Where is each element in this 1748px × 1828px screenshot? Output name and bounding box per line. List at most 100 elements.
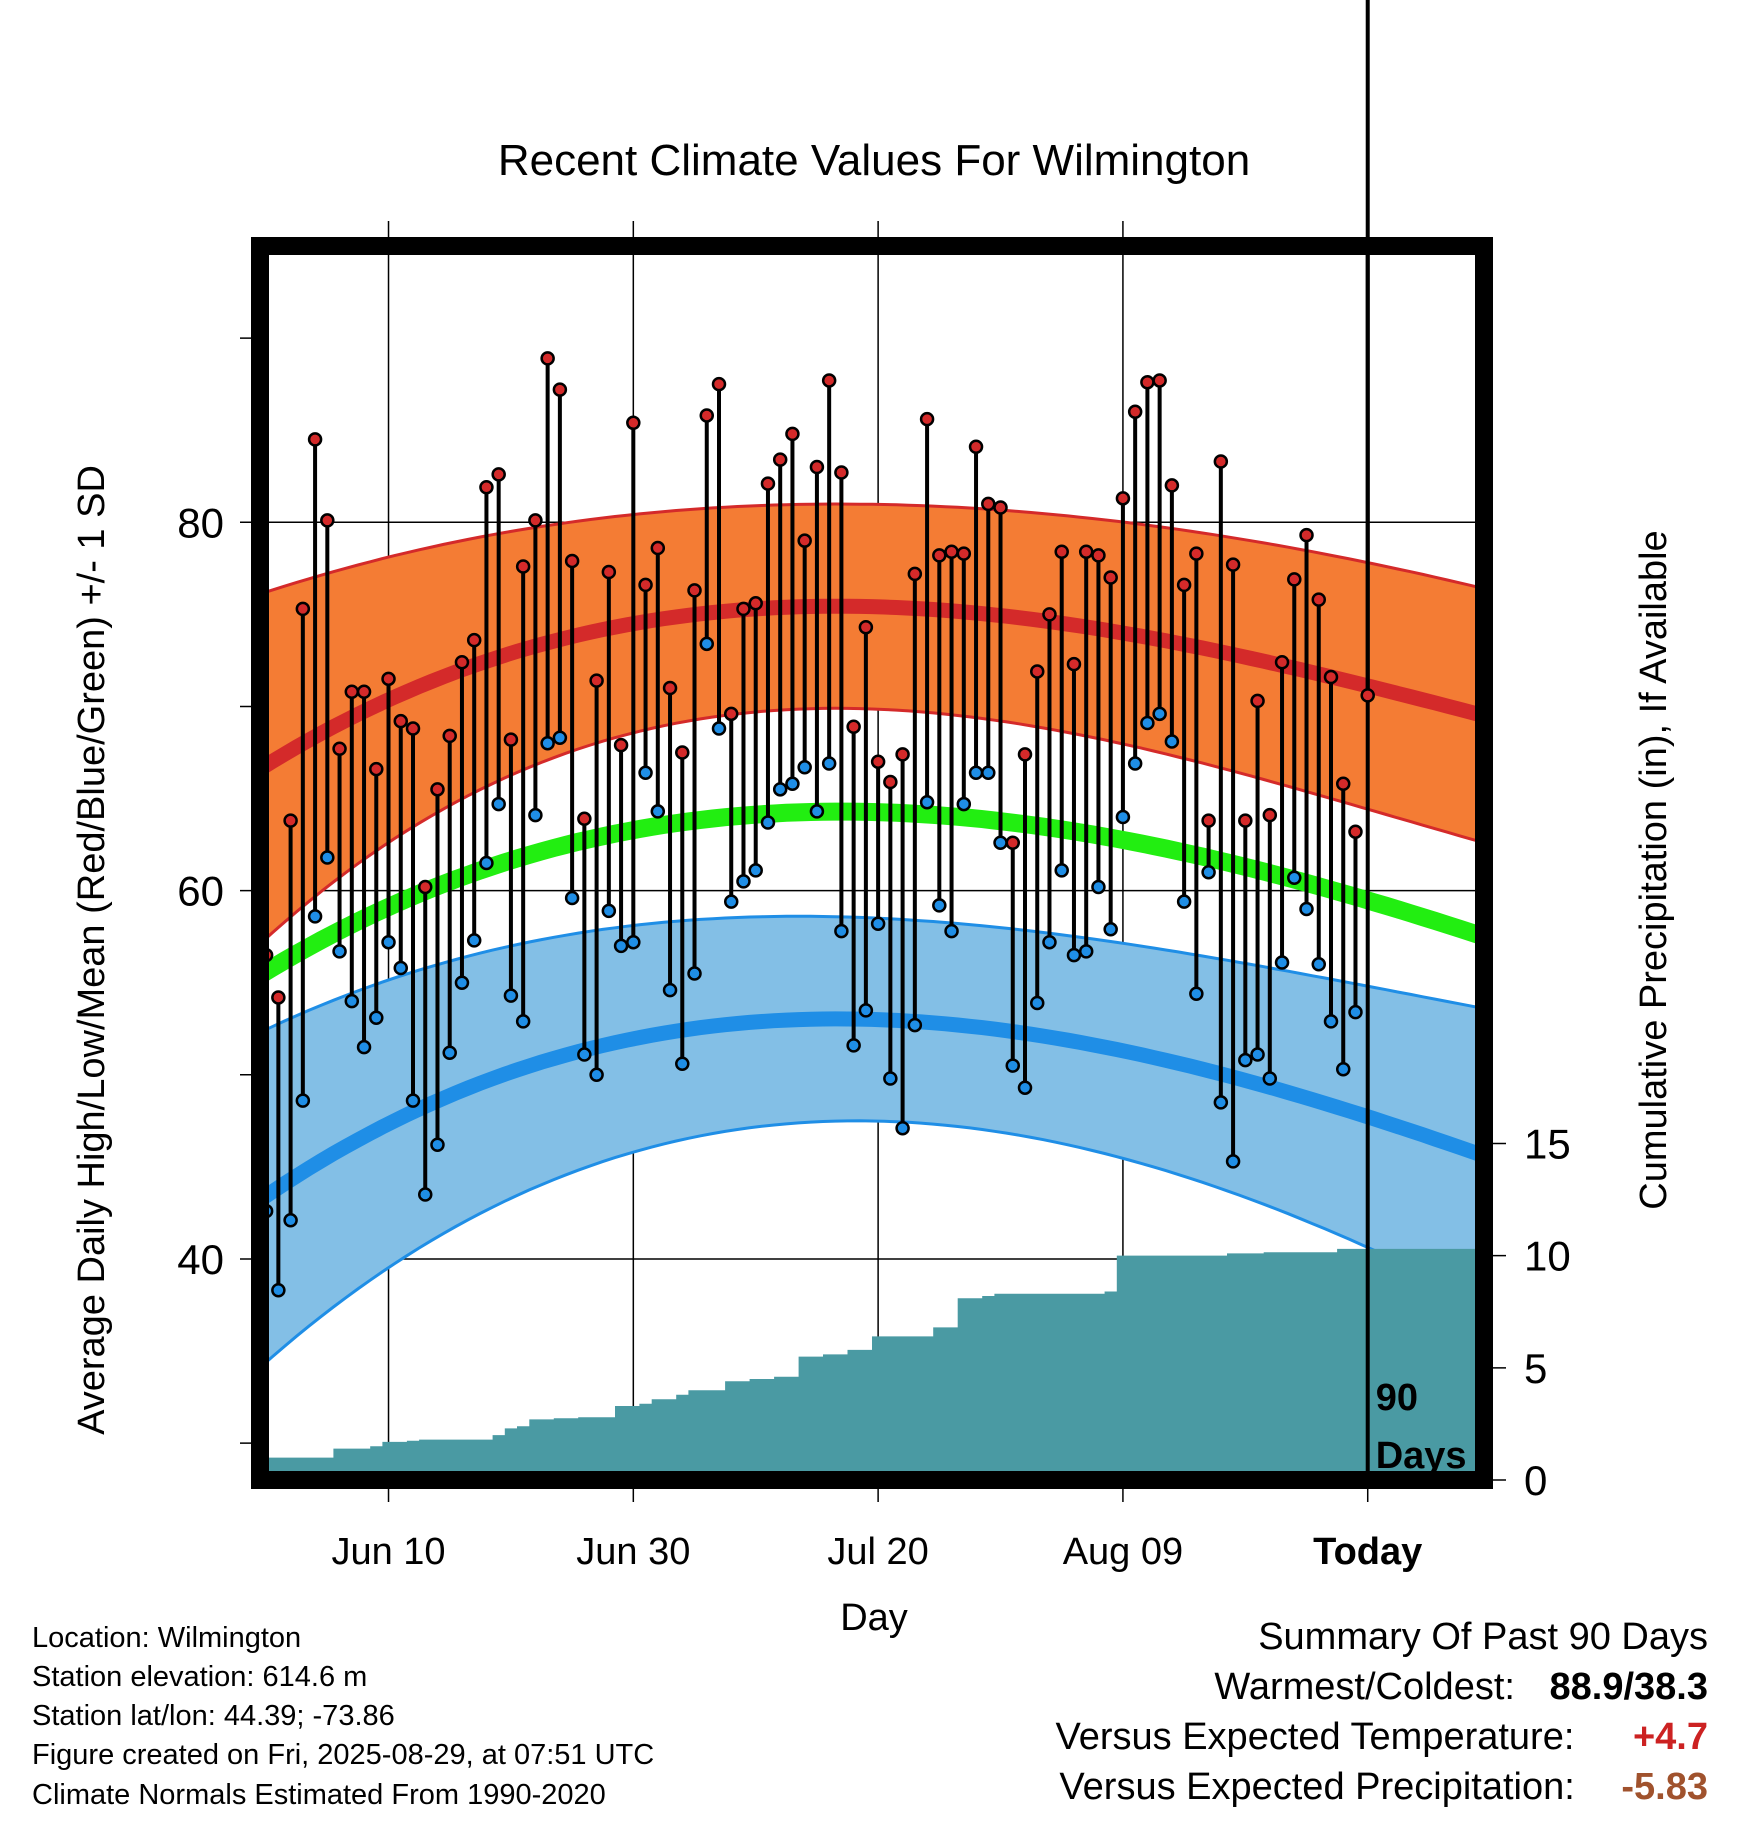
high-point bbox=[503, 732, 519, 747]
high-point bbox=[307, 432, 323, 447]
low-point bbox=[503, 988, 519, 1003]
high-point bbox=[528, 513, 543, 528]
x-tick-label: Jun 10 bbox=[331, 1531, 445, 1573]
summary-heading: Summary Of Past 90 Days bbox=[1258, 1616, 1708, 1658]
low-point bbox=[1299, 901, 1314, 917]
low-point bbox=[1005, 1058, 1021, 1073]
high-point bbox=[564, 553, 580, 569]
low-point bbox=[1164, 734, 1180, 749]
low-point bbox=[1103, 922, 1118, 937]
low-point bbox=[369, 1010, 384, 1025]
low-point bbox=[1066, 947, 1082, 963]
high-point bbox=[626, 415, 641, 431]
high-point bbox=[1238, 813, 1253, 828]
normals-text: Climate Normals Estimated From 1990-2020 bbox=[32, 1779, 606, 1811]
high-point bbox=[1164, 478, 1180, 493]
high-point bbox=[491, 467, 506, 482]
low-point bbox=[1029, 995, 1045, 1011]
low-point bbox=[344, 993, 360, 1009]
high-point bbox=[638, 577, 653, 593]
y2-tick-label: 0 bbox=[1524, 1457, 1547, 1504]
low-point bbox=[1017, 1080, 1033, 1095]
temp-label: Versus Expected Temperature: bbox=[1055, 1716, 1575, 1758]
low-point bbox=[1225, 1154, 1241, 1169]
low-point bbox=[491, 796, 506, 812]
low-point bbox=[479, 855, 494, 871]
high-point bbox=[883, 774, 898, 790]
high-point bbox=[870, 754, 886, 769]
high-point bbox=[1054, 544, 1069, 559]
high-point bbox=[797, 533, 812, 548]
high-point bbox=[1066, 656, 1082, 672]
low-point bbox=[405, 1093, 421, 1108]
low-point bbox=[1189, 986, 1204, 1002]
x-tick-label: Today bbox=[1313, 1531, 1422, 1573]
high-point bbox=[711, 376, 727, 392]
high-point bbox=[601, 564, 617, 580]
low-point bbox=[956, 796, 972, 812]
low-point bbox=[981, 765, 996, 781]
high-point bbox=[332, 741, 347, 757]
high-point bbox=[1299, 527, 1314, 543]
y-tick-label: 80 bbox=[177, 499, 224, 546]
low-point bbox=[809, 804, 825, 819]
high-point bbox=[1127, 404, 1143, 420]
high-point bbox=[1335, 776, 1351, 792]
low-point bbox=[944, 923, 959, 939]
high-point bbox=[932, 548, 947, 563]
low-point bbox=[785, 776, 800, 792]
high-point bbox=[613, 737, 629, 753]
low-point bbox=[760, 815, 776, 830]
x-axis-label: Day bbox=[840, 1597, 908, 1639]
low-point bbox=[466, 933, 482, 948]
low-point bbox=[552, 730, 568, 746]
low-point bbox=[932, 898, 947, 913]
low-point bbox=[1250, 1047, 1265, 1062]
high-point bbox=[1262, 807, 1278, 823]
y-tick-label: 40 bbox=[177, 1236, 224, 1283]
high-point bbox=[283, 813, 298, 828]
chart-title: Recent Climate Values For Wilmington bbox=[498, 136, 1250, 185]
high-point bbox=[809, 459, 825, 475]
low-point bbox=[883, 1071, 898, 1086]
low-point bbox=[1348, 1004, 1363, 1020]
high-point bbox=[1005, 835, 1021, 850]
low-point bbox=[589, 1067, 604, 1083]
low-point bbox=[356, 1039, 372, 1055]
high-point bbox=[760, 476, 776, 491]
high-point bbox=[723, 706, 739, 722]
low-point bbox=[675, 1056, 690, 1072]
high-point bbox=[1140, 375, 1155, 390]
high-point bbox=[748, 596, 763, 611]
low-point bbox=[993, 835, 1008, 850]
x-tick-label: Jun 30 bbox=[576, 1531, 690, 1573]
low-point bbox=[1140, 715, 1155, 731]
low-point bbox=[528, 807, 543, 823]
high-point bbox=[650, 540, 666, 556]
high-point bbox=[1103, 570, 1118, 585]
y-axis-label: Average Daily High/Low/Mean (Red/Blue/Gr… bbox=[71, 465, 113, 1435]
high-point bbox=[662, 680, 678, 696]
high-point bbox=[1078, 544, 1094, 559]
low-point bbox=[515, 1014, 531, 1029]
high-point bbox=[552, 382, 568, 397]
low-point bbox=[626, 934, 641, 950]
high-point bbox=[1250, 693, 1265, 709]
high-point bbox=[1017, 747, 1033, 762]
low-point bbox=[1335, 1062, 1351, 1077]
high-point bbox=[1225, 557, 1241, 572]
high-point bbox=[821, 373, 837, 388]
high-point bbox=[785, 426, 800, 442]
high-point bbox=[944, 544, 959, 559]
y2-tick-label: 10 bbox=[1524, 1233, 1571, 1280]
low-point bbox=[662, 982, 678, 998]
low-point bbox=[1054, 863, 1069, 878]
low-point bbox=[271, 1283, 286, 1298]
high-point bbox=[577, 811, 592, 827]
high-point bbox=[1201, 813, 1216, 828]
low-normal-line bbox=[255, 1011, 1487, 1207]
low-point bbox=[797, 759, 812, 775]
low-point bbox=[638, 765, 653, 781]
low-point bbox=[711, 721, 727, 736]
high-point bbox=[442, 728, 457, 744]
